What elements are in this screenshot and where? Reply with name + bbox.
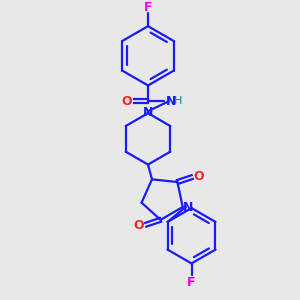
Text: O: O (121, 95, 132, 108)
Text: N: N (182, 200, 193, 214)
Text: N: N (143, 106, 153, 119)
Text: O: O (134, 219, 144, 232)
Text: O: O (194, 169, 205, 183)
Text: N: N (166, 95, 176, 108)
Text: H: H (173, 96, 182, 106)
Text: F: F (187, 276, 196, 289)
Text: F: F (144, 1, 152, 14)
